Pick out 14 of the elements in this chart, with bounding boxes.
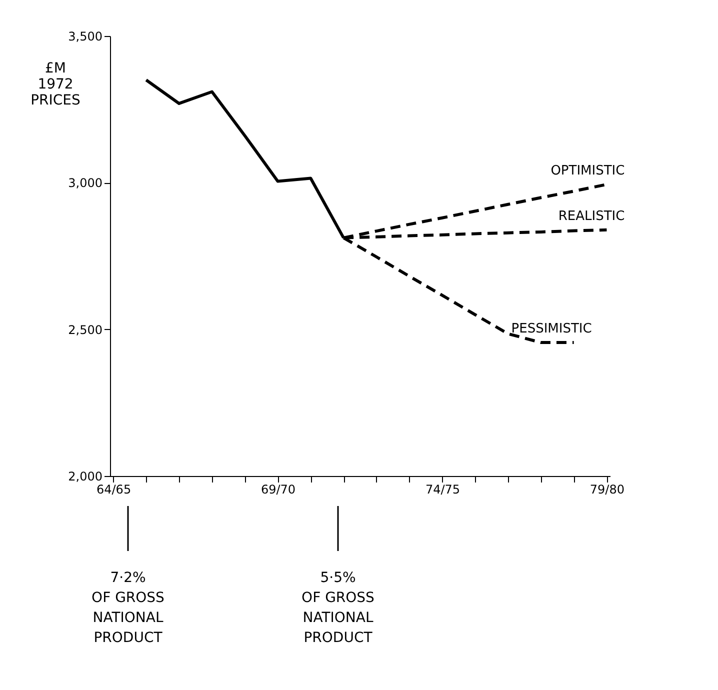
y-axis-title: £M 1972 PRICES (30, 60, 81, 108)
y-tick-label: 3,500 (68, 30, 102, 44)
x-tick-label: 74/75 (425, 482, 460, 496)
series-label: OPTIMISTIC (550, 163, 625, 178)
y-tick-label: 3,000 (68, 176, 102, 190)
x-tick-label: 69/70 (260, 482, 296, 496)
series-label: REALISTIC (558, 208, 625, 224)
text: 7·2% OF GROSS NATIONAL PRODUCT (92, 570, 165, 646)
y-tick-label: 2,500 (68, 322, 102, 337)
y-tick-label: 2,000 (68, 470, 102, 484)
series-label: PESSIMISTIC (511, 322, 592, 337)
x-tick-label: 79/80 (590, 482, 625, 496)
text: 5·5% OF GROSS NATIONAL PRODUCT (302, 570, 375, 646)
x-tick-label: 64/65 (96, 482, 132, 496)
